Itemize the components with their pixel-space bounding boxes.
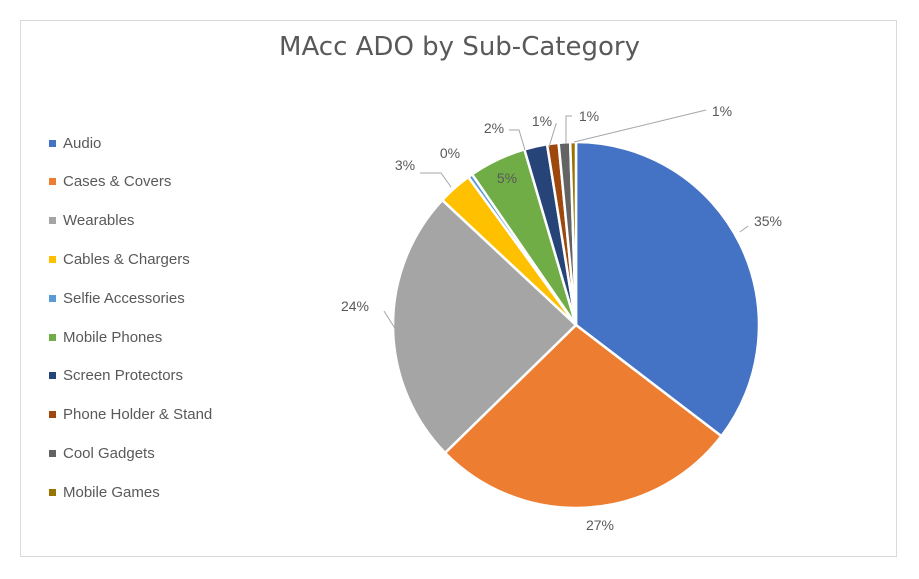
pie-slice-audio [574, 140, 761, 438]
leader-line [383, 310, 402, 331]
legend-swatch [49, 449, 56, 457]
leader-line [573, 109, 707, 143]
data-label-mobile-games: 1% [712, 103, 732, 119]
legend-label: Wearables [63, 212, 135, 230]
chart-title: MAcc ADO by Sub-Category [279, 32, 640, 62]
legend-item-cables-and-chargers: Cables & Chargers [49, 249, 190, 269]
legend-label: Screen Protectors [63, 367, 184, 385]
legend-item-wearables: Wearables [49, 211, 134, 231]
pie-slice-cases-and-covers [443, 323, 724, 510]
legend-swatch [49, 139, 56, 147]
data-label-selfie-accessories: 0% [440, 145, 460, 161]
legend-swatch [49, 294, 56, 302]
data-label-cables-and-chargers: 3% [395, 157, 415, 173]
legend-item-cool-gadgets: Cool Gadgets [49, 443, 155, 463]
legend-item-selfie-accessories: Selfie Accessories [49, 288, 185, 308]
data-label-cool-gadgets: 1% [579, 108, 599, 124]
legend-swatch [49, 255, 56, 263]
legend-item-mobile-phones: Mobile Phones [49, 327, 162, 347]
leader-line [548, 123, 557, 148]
legend-swatch [49, 372, 56, 380]
leader-line [420, 172, 452, 188]
legend-label: Mobile Games [63, 483, 160, 501]
legend-label: Mobile Phones [63, 328, 163, 346]
legend-label: Phone Holder & Stand [63, 406, 213, 424]
legend-label: Cool Gadgets [63, 444, 155, 462]
legend-swatch [49, 411, 56, 419]
legend-swatch [49, 178, 56, 186]
data-label-wearables: 24% [341, 298, 369, 314]
data-label-screen-protectors: 2% [484, 120, 504, 136]
legend-item-screen-protectors: Screen Protectors [49, 366, 183, 386]
leader-line [739, 225, 749, 233]
legend-swatch [49, 488, 56, 496]
legend-label: Audio [63, 134, 102, 152]
data-label-mobile-phones: 5% [497, 170, 517, 186]
leader-line [509, 129, 526, 151]
legend-item-mobile-games: Mobile Games [49, 482, 160, 502]
legend-item-phone-holder-and-stand: Phone Holder & Stand [49, 405, 212, 425]
data-label-cases-and-covers: 27% [586, 517, 614, 533]
data-label-phone-holder-and-stand: 1% [532, 113, 552, 129]
legend-label: Selfie Accessories [63, 289, 185, 307]
data-label-audio: 35% [754, 213, 782, 229]
legend-swatch [49, 333, 56, 341]
legend-item-audio: Audio [49, 133, 101, 153]
legend-swatch [49, 217, 56, 225]
leader-line [565, 115, 572, 144]
legend-label: Cables & Chargers [63, 250, 190, 268]
legend-label: Cases & Covers [63, 173, 172, 191]
pie-slice-wearables [391, 198, 578, 455]
legend-item-cases-and-covers: Cases & Covers [49, 172, 171, 192]
